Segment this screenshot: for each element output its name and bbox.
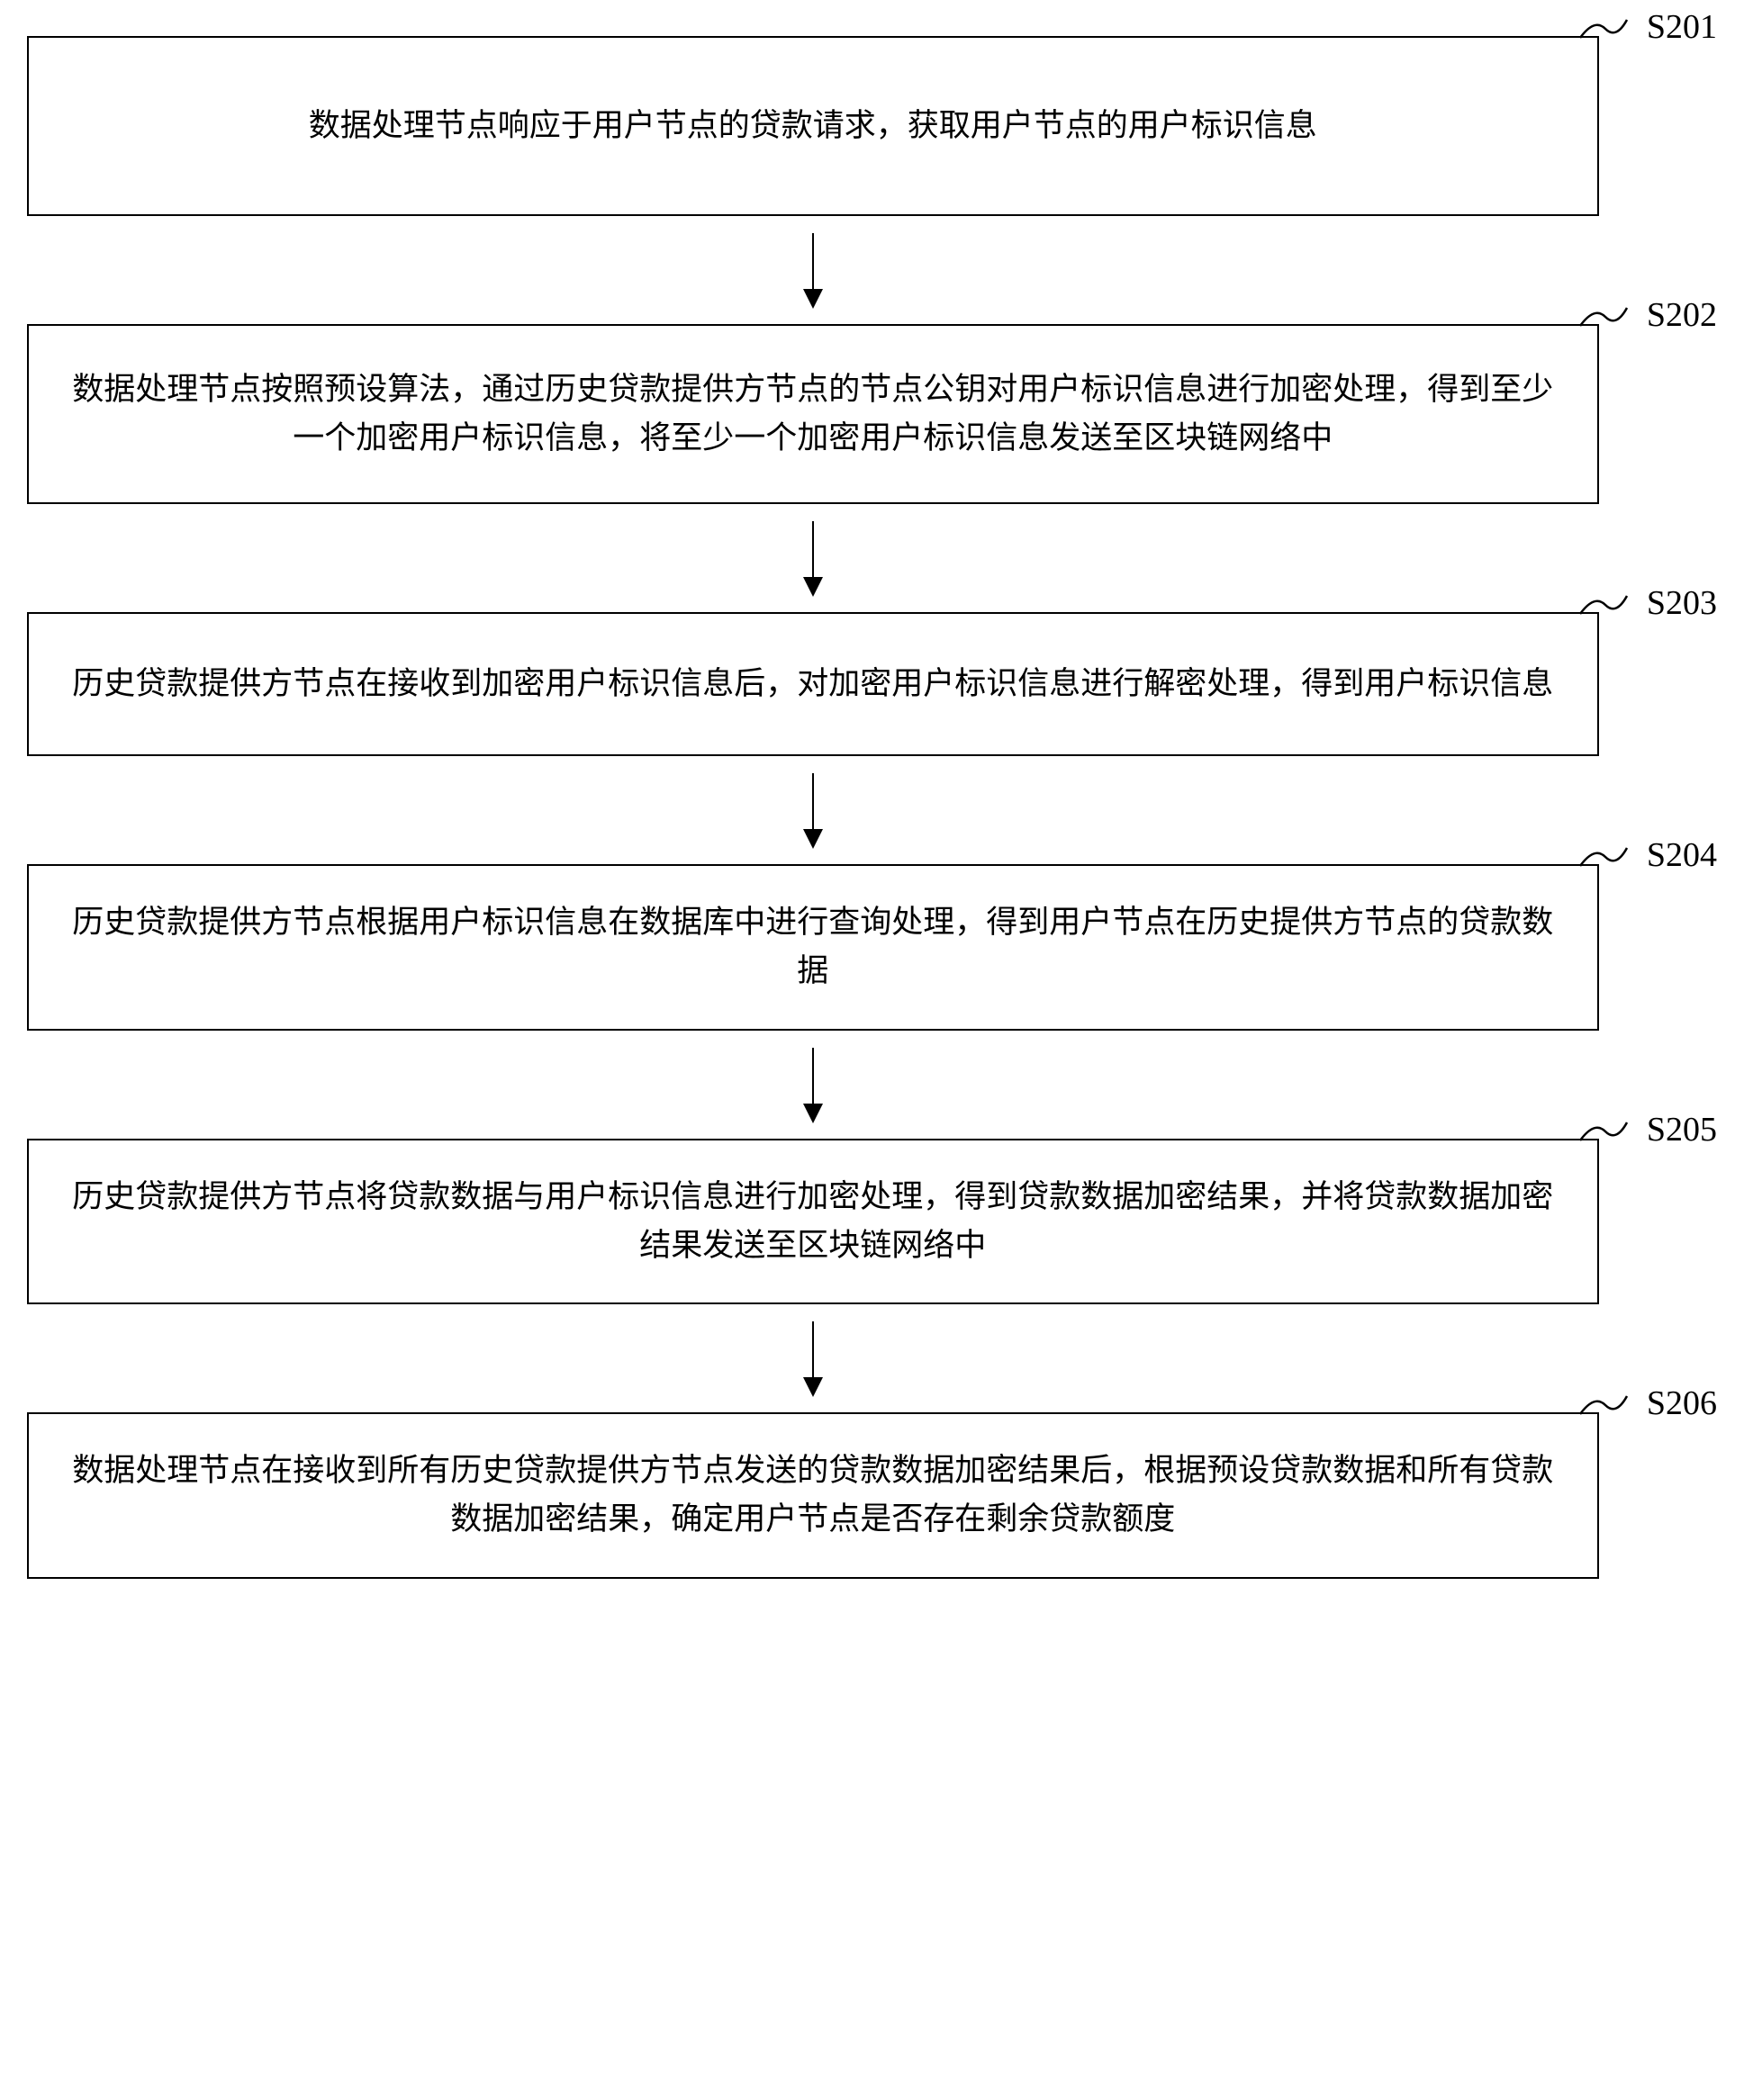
arrow-line (812, 773, 815, 847)
label-curve (1578, 1391, 1629, 1418)
flow-step-S202: S202数据处理节点按照预设算法，通过历史贷款提供方节点的节点公钥对用户标识信息… (27, 324, 1717, 504)
step-label: S204 (1647, 835, 1717, 875)
step-text: 历史贷款提供方节点在接收到加密用户标识信息后，对加密用户标识信息进行解密处理，得… (72, 660, 1553, 708)
arrow-line (812, 1048, 815, 1122)
arrow-line (812, 233, 815, 307)
step-text: 数据处理节点按照预设算法，通过历史贷款提供方节点的节点公钥对用户标识信息进行加密… (72, 365, 1554, 464)
flow-arrow (27, 1304, 1599, 1412)
arrow-head-icon (803, 1377, 823, 1397)
step-text: 历史贷款提供方节点将贷款数据与用户标识信息进行加密处理，得到贷款数据加密结果，并… (72, 1173, 1554, 1271)
step-box: 数据处理节点在接收到所有历史贷款提供方节点发送的贷款数据加密结果后，根据预设贷款… (27, 1412, 1599, 1579)
flow-arrow (27, 216, 1599, 324)
arrow-head-icon (803, 1104, 823, 1123)
step-label: S205 (1647, 1110, 1717, 1149)
label-curve (1578, 1117, 1629, 1144)
step-box: 数据处理节点按照预设算法，通过历史贷款提供方节点的节点公钥对用户标识信息进行加密… (27, 324, 1599, 504)
flow-step-S205: S205历史贷款提供方节点将贷款数据与用户标识信息进行加密处理，得到贷款数据加密… (27, 1139, 1717, 1305)
step-box: 历史贷款提供方节点根据用户标识信息在数据库中进行查询处理，得到用户节点在历史提供… (27, 864, 1599, 1031)
arrow-head-icon (803, 289, 823, 309)
flow-step-S203: S203历史贷款提供方节点在接收到加密用户标识信息后，对加密用户标识信息进行解密… (27, 612, 1717, 756)
flowchart-container: S201数据处理节点响应于用户节点的贷款请求，获取用户节点的用户标识信息 S202… (27, 36, 1717, 1579)
arrow-line (812, 1321, 815, 1395)
flow-step-S206: S206数据处理节点在接收到所有历史贷款提供方节点发送的贷款数据加密结果后，根据… (27, 1412, 1717, 1579)
flow-arrow (27, 756, 1599, 864)
flow-step-S201: S201数据处理节点响应于用户节点的贷款请求，获取用户节点的用户标识信息 (27, 36, 1717, 216)
label-curve (1578, 590, 1629, 617)
label-curve (1578, 302, 1629, 329)
flow-step-S204: S204历史贷款提供方节点根据用户标识信息在数据库中进行查询处理，得到用户节点在… (27, 864, 1717, 1031)
step-box: 历史贷款提供方节点在接收到加密用户标识信息后，对加密用户标识信息进行解密处理，得… (27, 612, 1599, 756)
label-curve (1578, 843, 1629, 870)
step-label: S202 (1647, 295, 1717, 335)
step-box: 历史贷款提供方节点将贷款数据与用户标识信息进行加密处理，得到贷款数据加密结果，并… (27, 1139, 1599, 1305)
step-label: S206 (1647, 1383, 1717, 1423)
arrow-line (812, 521, 815, 595)
step-label: S201 (1647, 7, 1717, 47)
arrow-head-icon (803, 577, 823, 597)
label-curve (1578, 14, 1629, 41)
step-text: 数据处理节点在接收到所有历史贷款提供方节点发送的贷款数据加密结果后，根据预设贷款… (72, 1447, 1554, 1545)
arrow-head-icon (803, 829, 823, 849)
flow-arrow (27, 1031, 1599, 1139)
flow-arrow (27, 504, 1599, 612)
step-text: 历史贷款提供方节点根据用户标识信息在数据库中进行查询处理，得到用户节点在历史提供… (72, 898, 1554, 996)
step-box: 数据处理节点响应于用户节点的贷款请求，获取用户节点的用户标识信息 (27, 36, 1599, 216)
step-label: S203 (1647, 583, 1717, 623)
step-text: 数据处理节点响应于用户节点的贷款请求，获取用户节点的用户标识信息 (309, 102, 1317, 150)
